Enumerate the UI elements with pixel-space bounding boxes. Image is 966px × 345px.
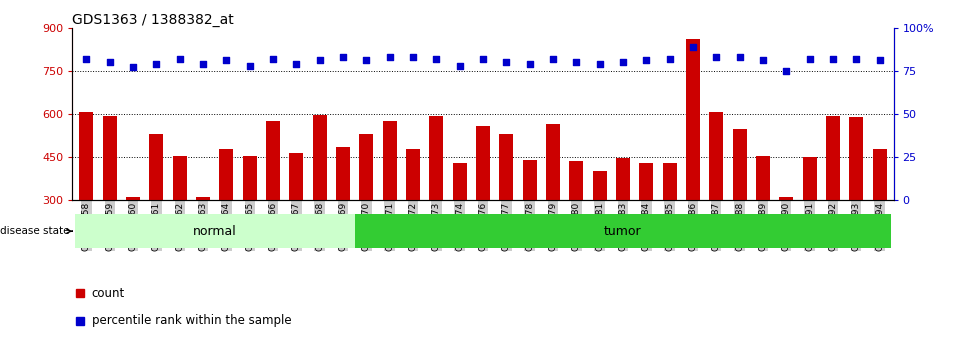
Bar	[803, 157, 816, 200]
Point	[218, 58, 234, 63]
Point	[872, 58, 888, 63]
Point	[825, 56, 840, 61]
Bar	[569, 161, 583, 200]
Bar	[406, 149, 420, 200]
Point	[475, 56, 491, 61]
Bar	[79, 111, 94, 200]
Point	[779, 68, 794, 73]
Bar	[546, 124, 560, 200]
Point	[149, 61, 164, 67]
Point	[358, 58, 374, 63]
Point	[708, 54, 724, 60]
Bar	[383, 121, 397, 200]
Bar	[663, 163, 676, 200]
Point	[78, 56, 94, 61]
Bar	[429, 116, 443, 200]
Bar	[523, 160, 537, 200]
Point	[848, 56, 864, 61]
Point	[685, 44, 700, 49]
Bar	[756, 156, 770, 200]
Bar	[872, 149, 887, 200]
Point	[662, 56, 677, 61]
Bar	[592, 171, 607, 200]
Bar	[476, 126, 490, 200]
Bar	[732, 129, 747, 200]
Bar	[313, 115, 327, 200]
Bar	[686, 39, 700, 200]
Bar	[639, 163, 653, 200]
Bar	[102, 116, 117, 200]
Point	[406, 54, 421, 60]
Point	[498, 59, 514, 65]
Point	[312, 58, 327, 63]
Bar	[242, 156, 257, 200]
Bar	[336, 147, 350, 200]
Bar	[453, 163, 467, 200]
Point	[242, 63, 258, 68]
Point	[545, 56, 560, 61]
Bar	[359, 134, 374, 200]
Bar	[355, 214, 892, 248]
Bar	[74, 214, 355, 248]
Bar	[499, 134, 513, 200]
Text: normal: normal	[193, 225, 237, 238]
Point	[429, 56, 444, 61]
Point	[266, 56, 281, 61]
Bar	[826, 116, 839, 200]
Bar	[173, 156, 186, 200]
Bar	[127, 197, 140, 200]
Point	[732, 54, 748, 60]
Bar	[290, 152, 303, 200]
Text: tumor: tumor	[604, 225, 641, 238]
Bar	[780, 197, 793, 200]
Point	[802, 56, 817, 61]
Point	[172, 56, 187, 61]
Point	[755, 58, 771, 63]
Text: disease state: disease state	[0, 226, 72, 236]
Point	[102, 59, 118, 65]
Bar	[266, 121, 280, 200]
Bar	[616, 158, 630, 200]
Point	[639, 58, 654, 63]
Bar	[219, 149, 234, 200]
Point	[592, 61, 608, 67]
Point	[382, 54, 397, 60]
Point	[289, 61, 304, 67]
Point	[335, 54, 351, 60]
Bar	[196, 197, 210, 200]
Point	[569, 59, 584, 65]
Point	[126, 65, 141, 70]
Text: count: count	[92, 287, 125, 300]
Point	[195, 61, 211, 67]
Text: GDS1363 / 1388382_at: GDS1363 / 1388382_at	[72, 12, 234, 27]
Bar	[849, 117, 864, 200]
Point	[615, 59, 631, 65]
Bar	[709, 112, 724, 200]
Bar	[150, 134, 163, 200]
Text: percentile rank within the sample: percentile rank within the sample	[92, 314, 292, 327]
Point	[522, 61, 537, 67]
Point	[452, 63, 468, 68]
